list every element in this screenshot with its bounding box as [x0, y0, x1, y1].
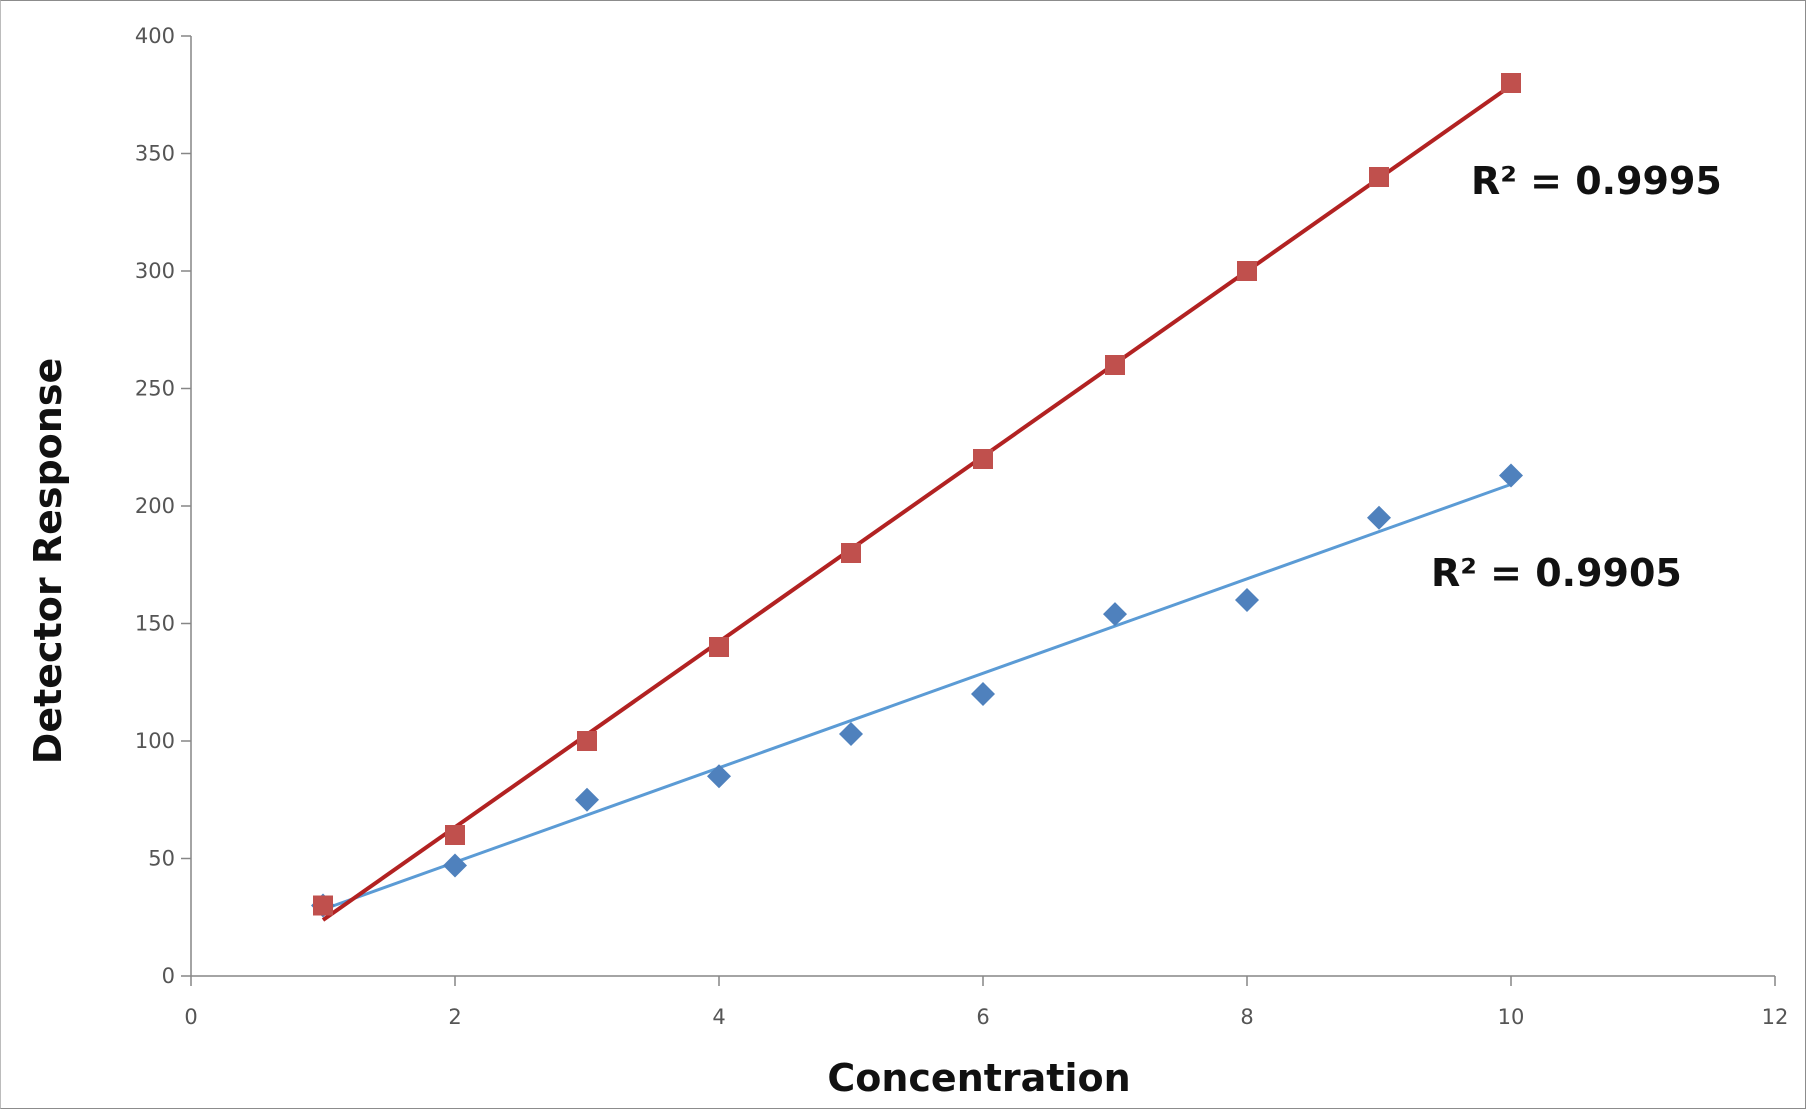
y-tick-label: 400	[135, 24, 175, 48]
y-tick-label: 100	[135, 729, 175, 753]
x-tick-label: 2	[448, 1005, 461, 1029]
data-point-square	[1369, 167, 1389, 187]
r-squared-label-series-2: R² = 0.9905	[1431, 551, 1682, 595]
x-tick-label: 8	[1240, 1005, 1253, 1029]
x-tick-label: 4	[712, 1005, 725, 1029]
x-tick-label: 0	[184, 1005, 197, 1029]
series-layer: R² = 0.9995 R² = 0.9905	[311, 73, 1722, 922]
x-tick-label: 10	[1498, 1005, 1525, 1029]
y-tick-label: 150	[135, 612, 175, 636]
y-tick-label: 0	[162, 964, 175, 988]
data-point-diamond	[839, 721, 863, 746]
data-point-square	[577, 731, 597, 751]
data-point-diamond	[1103, 602, 1127, 627]
y-tick-label: 350	[135, 142, 175, 166]
y-axis-title: Detector Response	[26, 358, 70, 764]
trendline-1	[321, 83, 1513, 922]
data-point-square	[1105, 355, 1125, 375]
data-point-square	[841, 543, 861, 563]
y-tick-label: 50	[148, 847, 175, 871]
data-point-diamond	[1367, 505, 1391, 530]
data-point-square	[709, 637, 729, 657]
axes: 0 50 100 150 200 250 300 350 400 0 2 4 6 8 10 12	[135, 24, 1788, 1029]
series-2	[311, 463, 1523, 918]
data-point-diamond	[707, 764, 731, 789]
data-point-square	[313, 895, 333, 916]
data-point-diamond	[1499, 463, 1523, 488]
r-squared-label-series-1: R² = 0.9995	[1471, 159, 1722, 203]
data-point-square	[445, 825, 465, 845]
data-point-diamond	[443, 853, 467, 878]
x-axis-title: Concentration	[827, 1056, 1130, 1100]
trendline-2	[322, 482, 1512, 911]
data-point-square	[1501, 73, 1521, 93]
y-tick-label: 200	[135, 494, 175, 518]
x-tick-label: 12	[1762, 1005, 1789, 1029]
y-tick-label: 300	[135, 259, 175, 283]
series-1	[313, 73, 1521, 922]
x-tick-label: 6	[976, 1005, 989, 1029]
y-tick-label: 250	[135, 377, 175, 401]
data-point-diamond	[575, 787, 599, 812]
data-point-square	[1237, 261, 1257, 281]
data-point-diamond	[1235, 588, 1259, 612]
data-point-diamond	[971, 682, 995, 706]
data-point-square	[973, 449, 993, 469]
